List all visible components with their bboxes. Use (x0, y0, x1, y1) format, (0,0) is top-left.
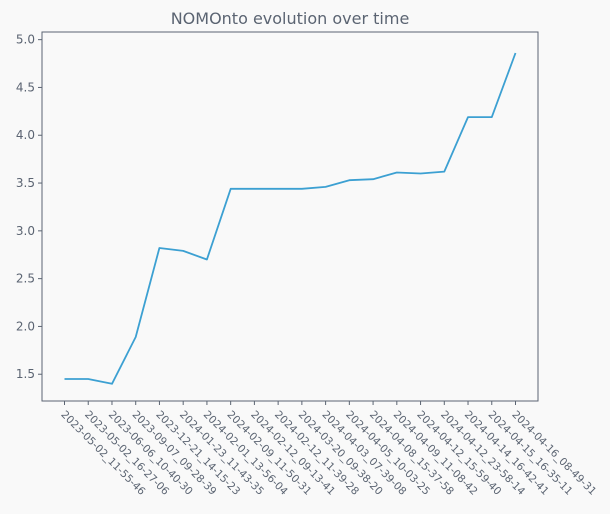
y-tick-label: 4.0 (16, 128, 35, 142)
y-tick-label: 1.5 (16, 367, 35, 381)
chart-title: NOMOnto evolution over time (171, 9, 410, 28)
series-line (64, 52, 517, 385)
y-axis: 1.5 2.0 2.5 3.0 3.5 4.0 4.5 5.0 (16, 33, 42, 381)
series-layer (64, 52, 517, 385)
y-tick-label: 4.5 (16, 80, 35, 94)
y-tick-label: 3.0 (16, 224, 35, 238)
y-tick-label: 2.5 (16, 272, 35, 286)
y-tick-label: 5.0 (16, 33, 35, 47)
y-tick-label: 3.5 (16, 176, 35, 190)
y-tick-label: 2.0 (16, 319, 35, 333)
x-axis: 2023-05-02_11-55-462023-05-02_16-27-0620… (58, 401, 598, 498)
plot-frame (41, 31, 539, 402)
plot-area: 1.5 2.0 2.5 3.0 3.5 4.0 4.5 5.0 2023-05-02_11-5… (16, 31, 598, 498)
